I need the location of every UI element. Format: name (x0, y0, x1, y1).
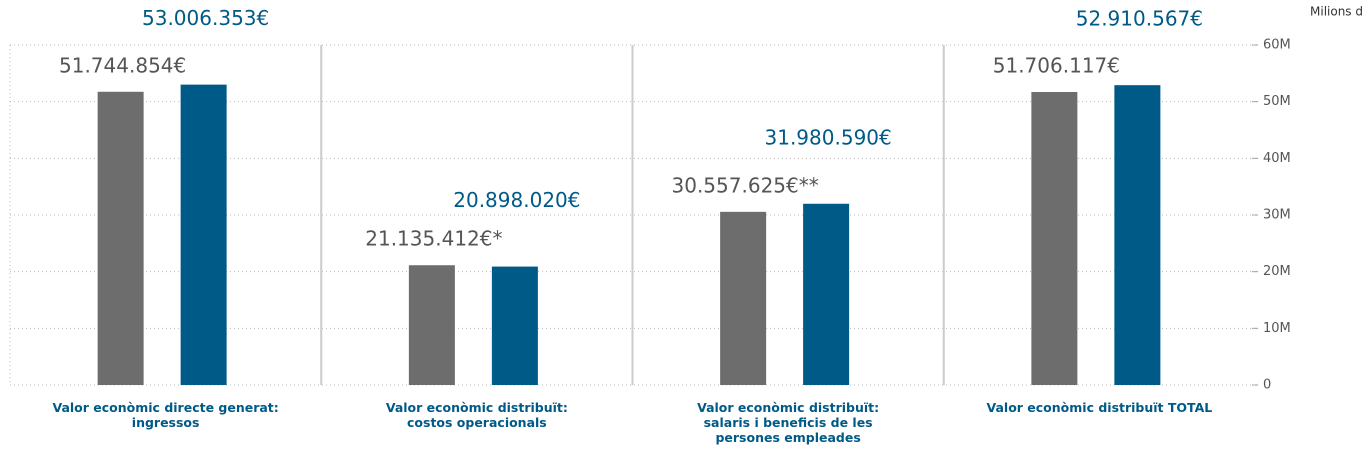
value-label: 21.135.412€* (365, 227, 502, 251)
value-label: 53.006.353€ (142, 6, 269, 30)
y-tick-label: 10M (1263, 321, 1291, 336)
value-label: 52.910.567€ (1076, 7, 1203, 31)
value-label: 30.557.625€** (672, 173, 819, 197)
bar (1031, 91, 1078, 386)
value-label: 51.744.854€ (59, 53, 186, 77)
bar (1114, 85, 1161, 385)
bar (180, 84, 227, 385)
x-tick-label: Valor econòmic distribuït: salaris i ben… (697, 400, 880, 445)
y-axis-label: Milions d’euros (1310, 5, 1364, 19)
y-tick-label: 60M (1263, 38, 1291, 53)
y-tick-label: 40M (1263, 151, 1291, 166)
y-tick-label: 50M (1263, 94, 1291, 109)
value-label: 20.898.020€ (453, 188, 580, 212)
bar (491, 266, 538, 385)
bar (408, 265, 455, 385)
y-tick-label: 0 (1263, 378, 1271, 393)
y-tick-label: 30M (1263, 208, 1291, 223)
y-tick-label: 20M (1263, 264, 1291, 279)
bar (720, 211, 767, 385)
bar (803, 203, 850, 385)
x-tick-label: Valor econòmic distribuït: costos operac… (385, 400, 568, 430)
bar (97, 91, 144, 385)
x-tick-label: Valor econòmic distribuït TOTAL (986, 400, 1213, 415)
x-tick-label: Valor econòmic directe generat: ingresso… (52, 400, 279, 430)
value-label: 51.706.117€ (993, 53, 1120, 77)
value-label: 31.980.590€ (765, 125, 892, 149)
